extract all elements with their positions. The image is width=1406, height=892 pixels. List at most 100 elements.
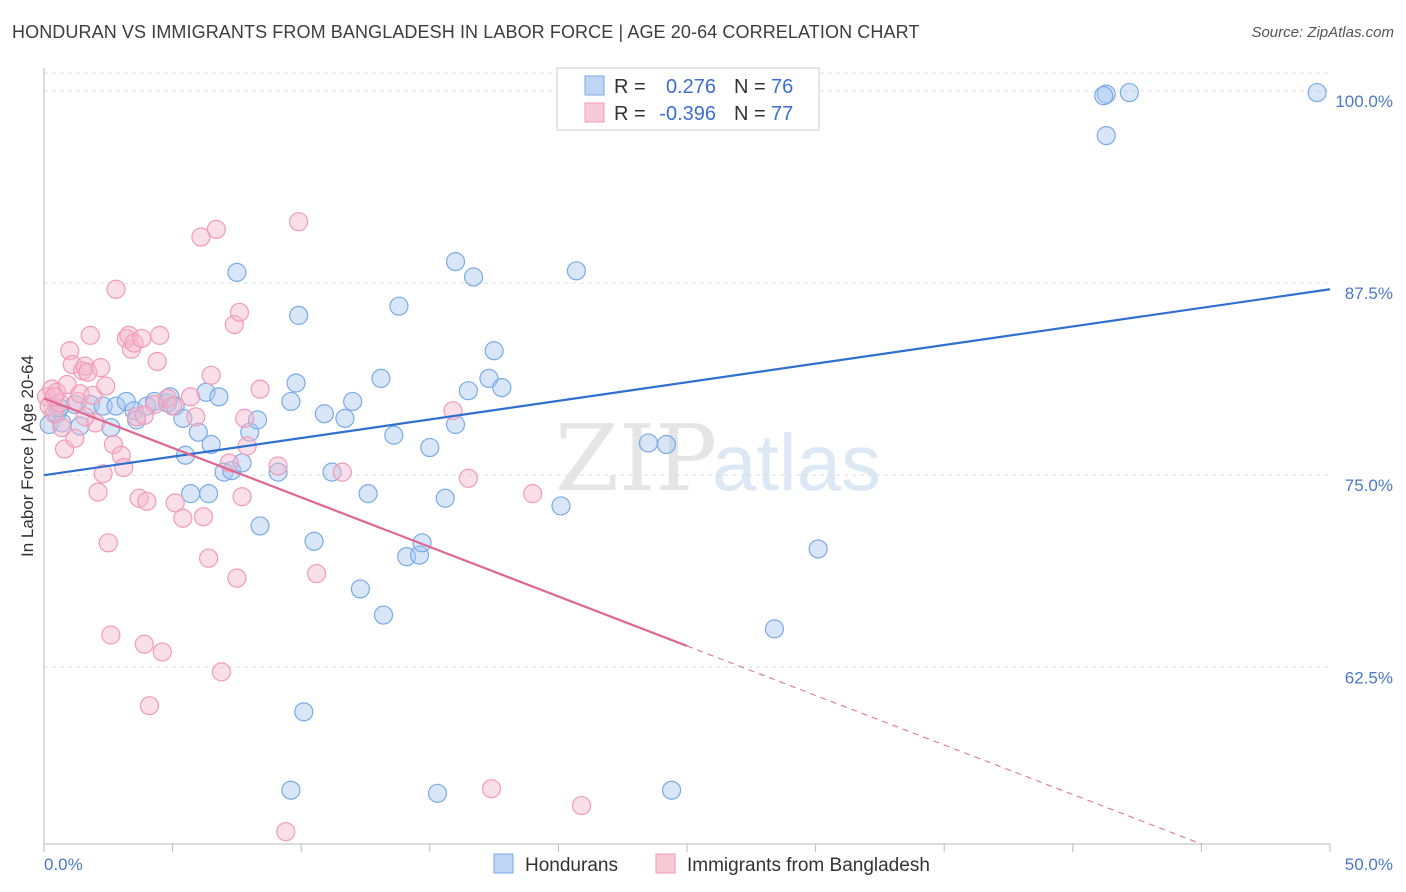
y-tick-label: 87.5% [1345, 284, 1393, 303]
legend-r-value-bangladesh: -0.396 [659, 103, 716, 125]
scatter-point [57, 374, 77, 395]
y-axis-label: In Labor Force | Age 20-64 [18, 355, 37, 557]
scatter-point [304, 531, 324, 551]
scatter-point [85, 413, 106, 433]
scatter-point [420, 437, 440, 458]
scatter-point [134, 634, 154, 654]
scatter-point [373, 605, 394, 625]
scatter-point [350, 579, 370, 599]
scatter-point [201, 365, 221, 385]
scatter-point [98, 533, 118, 553]
legend-swatch-hondurans [584, 75, 605, 96]
legend-r-label-bangladesh: R = [614, 103, 646, 125]
y-tick-labels: 62.5% 75.0% 87.5% 100.0% [1335, 92, 1393, 687]
scatter-point [224, 315, 244, 335]
scatter-point [281, 780, 301, 800]
scatter-point [137, 491, 157, 511]
scatter-point [458, 381, 478, 401]
scatter-point [289, 305, 309, 325]
scatter-point [132, 328, 152, 349]
legend-r-value-hondurans: 0.276 [666, 76, 716, 98]
scatter-point [523, 484, 543, 504]
scatter-point [106, 396, 126, 416]
scatter-point [103, 434, 124, 455]
scatter-point [93, 464, 113, 484]
scatter-point [165, 493, 185, 513]
scatter-point [193, 507, 214, 527]
scatter-point [227, 568, 247, 588]
legend-n-value-hondurans: 76 [771, 76, 793, 98]
scatter-point [88, 482, 108, 502]
scatter-point [152, 642, 172, 662]
scatter-point [314, 404, 334, 424]
scatter-point [481, 779, 502, 799]
scatter-point [276, 822, 296, 842]
scatter-point [199, 484, 219, 504]
scatter-point [150, 325, 170, 345]
scatter-point [1119, 82, 1139, 103]
legend-n-label-hondurans: N = [734, 76, 766, 98]
scatter-point [1307, 82, 1327, 103]
bottom-legend-swatch-bangladesh [655, 853, 676, 874]
scatter-point [90, 358, 111, 378]
scatter-point [268, 462, 288, 482]
scatter-point [551, 496, 571, 516]
chart-title: HONDURAN VS IMMIGRANTS FROM BANGLADESH I… [12, 22, 920, 42]
scatter-point [458, 468, 478, 488]
scatter-point [484, 341, 504, 361]
scatter-point [322, 462, 342, 482]
scatter-point [307, 563, 327, 584]
x-tick-label-min: 0.0% [44, 855, 83, 874]
scatter-point [114, 457, 134, 478]
scatter-point [343, 391, 363, 412]
scatter-point [409, 545, 430, 565]
scatter-point [229, 302, 250, 322]
scatter-point [147, 351, 167, 372]
scatter-point [286, 373, 306, 393]
scatter-point [52, 417, 72, 438]
scatter-point [199, 548, 219, 568]
series-bangladesh-points [36, 212, 592, 842]
watermark-zip: ZIP [555, 405, 717, 512]
scatter-point [65, 428, 85, 448]
scatter-point [163, 396, 183, 416]
scatter-point [232, 487, 252, 507]
scatter-point [656, 434, 677, 455]
trend-line-solid [43, 397, 688, 647]
scatter-point [479, 368, 499, 388]
scatter-point [206, 219, 226, 239]
legend-n-value-bangladesh: 77 [771, 103, 793, 125]
scatter-point [250, 516, 270, 536]
scatter-point [566, 261, 587, 281]
scatter-point [268, 456, 288, 476]
scatter-point [209, 387, 229, 407]
scatter-point [463, 267, 484, 287]
scatter-point [191, 227, 211, 247]
scatter-point [181, 387, 201, 407]
scatter-point [492, 378, 512, 398]
scatter-point [227, 262, 247, 282]
scatter-point [332, 462, 352, 482]
scatter-point [101, 625, 121, 645]
scatter-point [358, 484, 378, 504]
scatter-point [384, 425, 404, 445]
scatter-point [96, 376, 116, 396]
bottom-legend-label-hondurans: Hondurans [525, 855, 618, 876]
scatter-point [126, 407, 147, 427]
scatter-point [83, 385, 103, 405]
y-tick-label: 100.0% [1335, 92, 1393, 111]
scatter-point [1094, 86, 1114, 106]
bottom-legend-label-bangladesh: Immigrants from Bangladesh [687, 855, 930, 876]
scatter-point [201, 434, 221, 455]
scatter-point [139, 696, 160, 716]
scatter-point [335, 408, 355, 428]
scatter-point [134, 405, 154, 425]
stats-legend: R = 0.276 N = 76 R = -0.396 N = 77 [556, 67, 820, 131]
scatter-point [106, 279, 126, 299]
scatter-point [78, 362, 98, 382]
scatter-point [289, 212, 309, 232]
scatter-point [389, 296, 409, 316]
scatter-point [808, 539, 828, 559]
x-tick-label-max: 50.0% [1345, 855, 1393, 874]
